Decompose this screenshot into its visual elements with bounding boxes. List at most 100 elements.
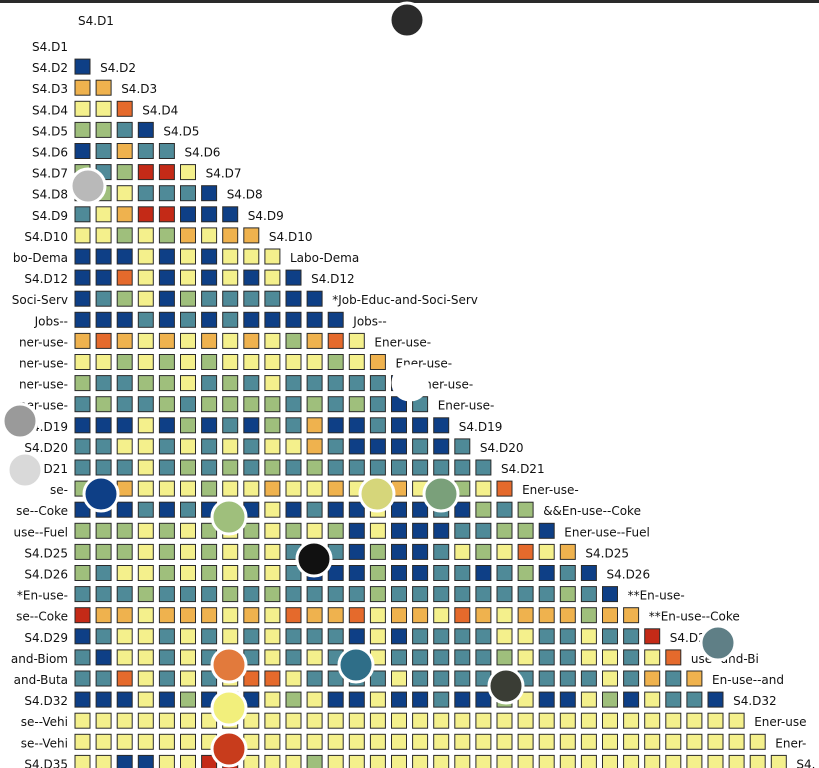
heatmap-cell [306, 691, 323, 708]
heatmap-cell [412, 670, 429, 687]
heatmap-cell [475, 480, 492, 497]
heatmap-cell [285, 754, 302, 768]
heatmap-cell [327, 480, 344, 497]
diagonal-label: S4.D9 [248, 209, 284, 223]
heatmap-cell [306, 396, 323, 413]
marker-orange[interactable] [210, 646, 248, 684]
heatmap-cell [137, 290, 154, 307]
heatmap-cell [285, 311, 302, 328]
marker-slate[interactable] [699, 624, 737, 662]
heatmap-cell [243, 754, 260, 768]
marker-red[interactable] [210, 730, 248, 768]
heatmap-cell [517, 649, 534, 666]
heatmap-cell [74, 290, 91, 307]
heatmap-cell [137, 754, 154, 768]
heatmap-cell [369, 438, 386, 455]
heatmap-cell [201, 269, 218, 286]
row-label: S4.D3 [32, 82, 68, 96]
heatmap-cell [116, 396, 133, 413]
marker-dark-top[interactable] [388, 1, 426, 39]
heatmap-cell [180, 712, 196, 729]
diagonal-label: Jobs-- [352, 314, 386, 328]
heatmap-cell [222, 459, 239, 476]
heatmap-cell [285, 480, 302, 497]
heatmap-cell [116, 459, 133, 476]
marker-gray-d19[interactable] [1, 402, 39, 440]
heatmap-cell [137, 227, 154, 244]
heatmap-cell [580, 649, 597, 666]
heatmap-cell [116, 543, 133, 560]
heatmap-cell [180, 691, 196, 708]
heatmap-cell [116, 375, 133, 392]
heatmap-cell [306, 459, 323, 476]
diagonal-labels: S4.D2 S4.D3 S4.D4 S4.D5 S4.D6 S4.D7 S4.D8 S4.D9… [78, 14, 815, 768]
row-label: S4.D5 [32, 124, 68, 138]
heatmap-cell [496, 501, 513, 518]
heatmap-cell [222, 607, 239, 624]
heatmap-cell [306, 712, 323, 729]
row-label: ner-use- [19, 335, 68, 349]
marker-blue[interactable] [82, 475, 120, 513]
marker-darkolive[interactable] [487, 667, 525, 705]
heatmap-cell [74, 649, 91, 666]
heatmap-cell [517, 733, 534, 750]
marker-green[interactable] [210, 498, 248, 536]
heatmap-cell [665, 670, 682, 687]
marker-yellow[interactable] [210, 689, 248, 727]
heatmap-cell [180, 417, 196, 434]
heatmap-cell [707, 712, 724, 729]
heatmap-cell [602, 733, 618, 750]
heatmap-cell [285, 522, 302, 539]
heatmap-cell [243, 311, 260, 328]
heatmap-cell [285, 565, 302, 581]
heatmap-cell [496, 754, 513, 768]
marker-black[interactable] [295, 540, 333, 578]
heatmap-cell [517, 712, 534, 729]
heatmap-cell [201, 206, 218, 223]
heatmap-cell [285, 733, 302, 750]
heatmap-cell [475, 459, 492, 476]
marker-yellowgreen[interactable] [358, 475, 396, 513]
heatmap-cell [116, 354, 133, 370]
heatmap-cell [602, 607, 618, 624]
marker-lightgray[interactable] [6, 451, 44, 489]
heatmap-cell [95, 522, 112, 539]
marker-gray-d8[interactable] [69, 167, 107, 205]
heatmap-cell [137, 311, 154, 328]
heatmap-cell [158, 248, 175, 265]
heatmap-cell [158, 143, 175, 159]
heatmap-cell [201, 607, 218, 624]
heatmap-cell [454, 607, 471, 624]
heatmap-cell [116, 332, 133, 349]
heatmap-cell [306, 501, 323, 518]
row-label: S4.D35 [24, 757, 68, 768]
heatmap-cell [201, 565, 218, 581]
heatmap-cell [327, 712, 344, 729]
heatmap-cell [327, 670, 344, 687]
heatmap-cell [306, 649, 323, 666]
marker-teal[interactable] [337, 646, 375, 684]
heatmap-cell [728, 754, 745, 768]
heatmap-cell [306, 754, 323, 768]
heatmap-cell [391, 649, 407, 666]
heatmap-cell [180, 354, 196, 370]
heatmap-cell [137, 628, 154, 645]
heatmap-cell [116, 522, 133, 539]
heatmap-cell [201, 754, 218, 768]
marker-sage[interactable] [422, 475, 460, 513]
heatmap-cell [391, 754, 407, 768]
marker-white[interactable] [391, 364, 429, 402]
heatmap-cell [348, 396, 365, 413]
heatmap-cell [665, 733, 682, 750]
heatmap-cell [158, 649, 175, 666]
heatmap-cell [454, 712, 471, 729]
heatmap-cell [602, 670, 618, 687]
diagonal-label: S4. [796, 757, 815, 768]
heatmap-cell [348, 754, 365, 768]
heatmap-cell [116, 691, 133, 708]
heatmap-cell [538, 754, 555, 768]
heatmap-cell [644, 649, 661, 666]
heatmap-cell [158, 522, 175, 539]
heatmap-cell [517, 607, 534, 624]
heatmap-cell [412, 586, 429, 603]
